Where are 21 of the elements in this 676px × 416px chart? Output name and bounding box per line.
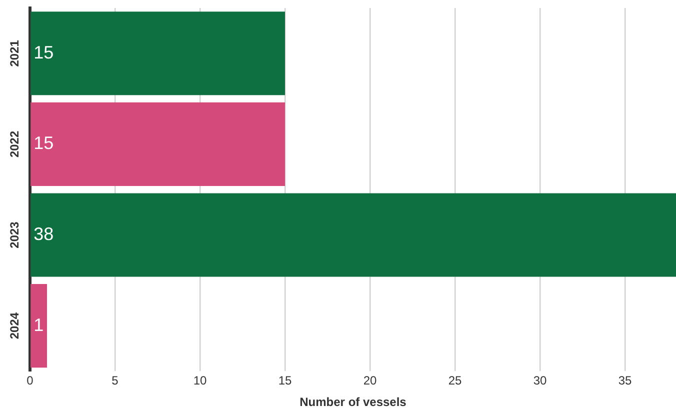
x-tick-label: 0 (26, 374, 34, 388)
bar (30, 284, 47, 368)
bar (30, 12, 285, 96)
x-tick-label: 20 (363, 374, 377, 388)
x-tick-label: 15 (278, 374, 292, 388)
y-tick-label: 2021 (7, 40, 22, 67)
x-tick-label: 30 (533, 374, 547, 388)
y-tick-label: 2023 (7, 221, 22, 248)
x-tick-label: 5 (112, 374, 119, 388)
data-label: 15 (34, 42, 54, 62)
bar (30, 102, 285, 186)
y-tick-label: 2022 (7, 130, 22, 158)
bar (30, 193, 676, 277)
data-label: 38 (34, 224, 54, 244)
y-tick-label: 2024 (7, 312, 22, 340)
data-label: 15 (34, 133, 54, 154)
x-tick-label: 35 (618, 374, 632, 388)
data-label: 1 (34, 314, 44, 335)
x-tick-label: 10 (193, 374, 207, 388)
x-tick-label: 25 (448, 374, 462, 388)
x-axis-title: Number of vessels (300, 395, 407, 410)
